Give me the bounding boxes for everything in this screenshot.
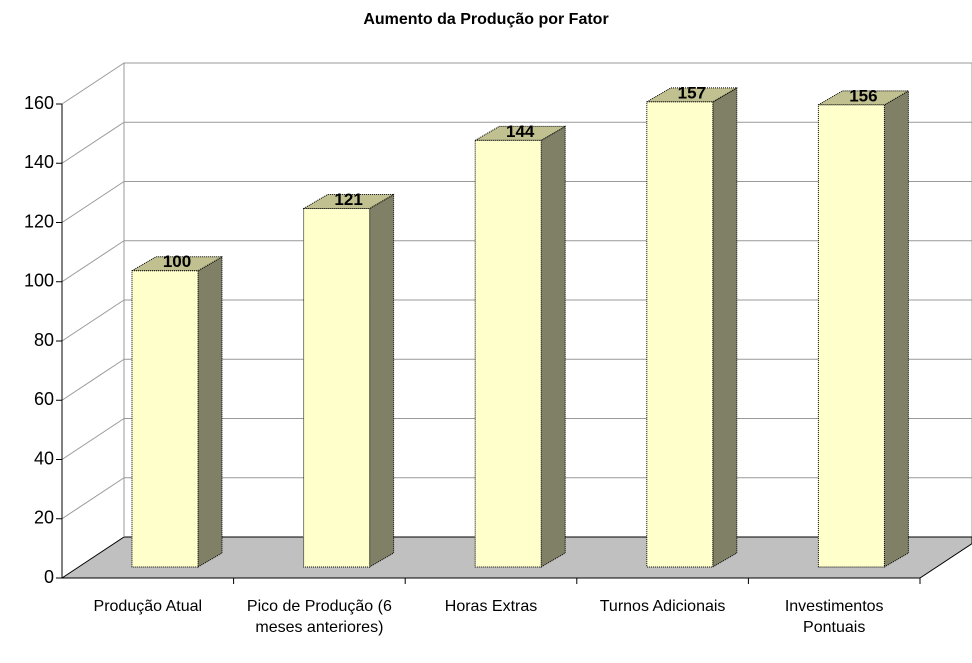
grid-line-side <box>61 299 125 342</box>
bar-top <box>301 194 396 210</box>
x-tick-label: Turnos Adicionais <box>599 598 726 615</box>
x-tick-label: Investimentos Pontuais <box>784 598 884 636</box>
bar-top <box>130 256 224 272</box>
grid-line-side <box>61 240 125 283</box>
value-label: 156 <box>849 86 877 105</box>
bar <box>817 104 885 568</box>
y-tick-label: 40 <box>34 448 54 468</box>
value-label: 121 <box>334 190 362 209</box>
bar-side <box>883 89 909 568</box>
value-label: 100 <box>163 252 191 271</box>
bar <box>303 208 371 568</box>
grid-line-side <box>61 121 125 164</box>
bar-side <box>369 193 395 568</box>
bar <box>474 139 542 568</box>
y-tick-label: 80 <box>34 330 54 350</box>
bar-side <box>712 87 738 568</box>
bar-top <box>816 90 911 106</box>
grid-line-side <box>61 418 125 460</box>
x-tick-label: Pico de Produção (6 meses anteriores) <box>246 598 392 636</box>
y-tick-label: 100 <box>24 271 54 291</box>
y-tick-label: 140 <box>24 152 54 172</box>
grid-line-side <box>61 181 125 223</box>
bar <box>131 270 199 568</box>
value-label: 157 <box>678 83 706 102</box>
bar-side <box>540 125 566 568</box>
y-tick-label: 160 <box>24 93 54 113</box>
bar-top <box>473 125 568 141</box>
value-label: 144 <box>506 122 535 141</box>
grid-line-side <box>61 62 125 105</box>
grid-line-side <box>61 477 125 520</box>
bar-side <box>197 255 223 568</box>
y-tick-label: 60 <box>34 389 54 409</box>
y-tick-label: 20 <box>34 508 54 528</box>
y-tick-label: 0 <box>44 567 54 587</box>
chart-title: Aumento da Produção por Fator <box>363 11 608 28</box>
x-tick-label: Horas Extras <box>444 598 538 615</box>
bar <box>646 101 714 568</box>
x-tick-label: Produção Atual <box>93 598 203 615</box>
grid-line-side <box>61 358 125 401</box>
bar-top <box>644 87 739 103</box>
y-tick-label: 120 <box>24 211 54 231</box>
